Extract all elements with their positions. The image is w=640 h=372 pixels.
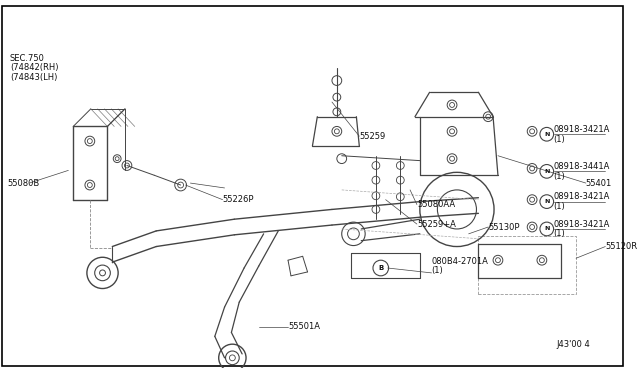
Text: N: N [544,169,550,174]
Text: (1): (1) [554,202,565,211]
Text: N: N [544,199,550,204]
Text: 55501A: 55501A [288,322,320,331]
Bar [479,236,576,294]
Text: N: N [544,132,550,137]
Text: (74842(RH): (74842(RH) [10,63,58,73]
Text: (1): (1) [554,172,565,181]
Text: SEC.750: SEC.750 [10,54,45,62]
Text: 08918-3441A: 08918-3441A [554,162,610,171]
Text: J43'00 4: J43'00 4 [557,340,590,349]
Text: 55120R: 55120R [605,242,637,251]
Text: 080B4-2701A: 080B4-2701A [431,257,488,266]
Text: B: B [378,265,383,271]
Text: (1): (1) [554,135,565,144]
Text: 55080AA: 55080AA [417,200,455,209]
Text: 55080B: 55080B [8,179,40,187]
Text: 55130P: 55130P [488,222,520,231]
Text: 55259+A: 55259+A [417,219,456,228]
Text: 55401: 55401 [586,179,612,187]
Text: (1): (1) [431,266,444,275]
Text: 08918-3421A: 08918-3421A [554,125,610,134]
Text: 55259: 55259 [359,132,385,141]
Text: 55226P: 55226P [223,195,254,204]
Text: N: N [544,227,550,231]
Text: (74843(LH): (74843(LH) [10,73,57,82]
Text: (1): (1) [554,230,565,238]
Text: 08918-3421A: 08918-3421A [554,192,610,201]
Text: 08918-3421A: 08918-3421A [554,219,610,228]
